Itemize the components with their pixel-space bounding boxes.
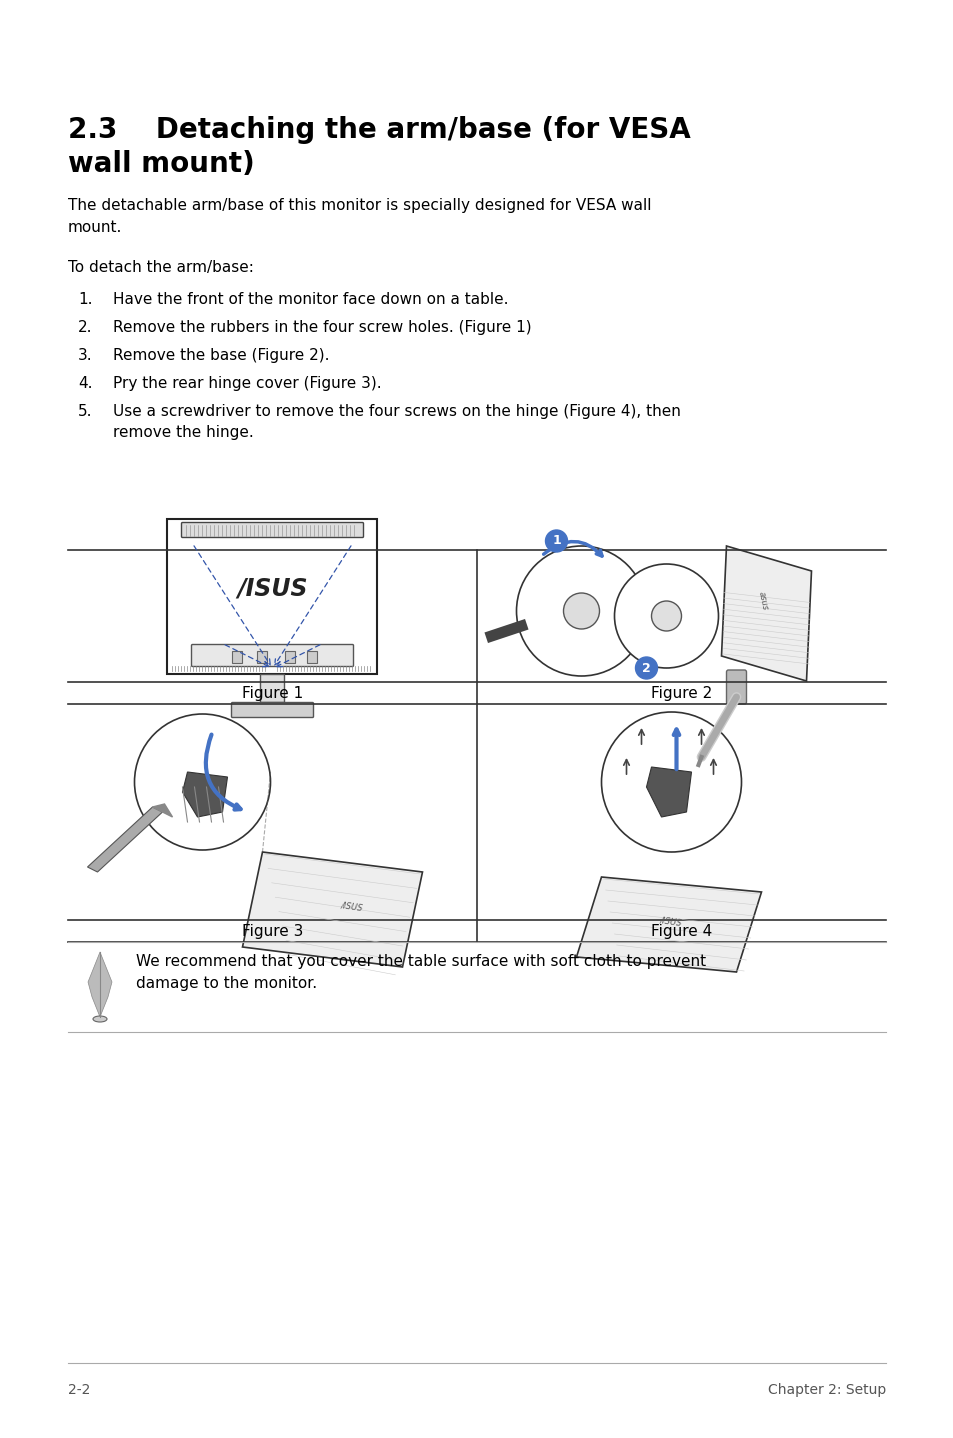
- Text: Figure 2: Figure 2: [650, 686, 711, 700]
- Text: 2-2: 2-2: [68, 1383, 91, 1396]
- Text: 4.: 4.: [78, 375, 92, 391]
- Polygon shape: [88, 807, 162, 871]
- Text: Figure 3: Figure 3: [241, 925, 303, 939]
- Bar: [260, 673, 284, 702]
- FancyBboxPatch shape: [232, 703, 314, 718]
- Polygon shape: [576, 877, 760, 972]
- Text: /ISUS: /ISUS: [340, 902, 364, 913]
- Polygon shape: [152, 804, 172, 817]
- Text: Chapter 2: Setup: Chapter 2: Setup: [767, 1383, 885, 1396]
- Text: The detachable arm/base of this monitor is specially designed for VESA wall
moun: The detachable arm/base of this monitor …: [68, 198, 651, 234]
- Polygon shape: [88, 952, 112, 1017]
- Text: Pry the rear hinge cover (Figure 3).: Pry the rear hinge cover (Figure 3).: [112, 375, 381, 391]
- Text: wall mount): wall mount): [68, 150, 254, 178]
- Text: 1.: 1.: [78, 292, 92, 306]
- Bar: [307, 650, 317, 663]
- Text: 1: 1: [552, 535, 560, 548]
- Text: /ISUS: /ISUS: [659, 916, 682, 928]
- Circle shape: [635, 657, 657, 679]
- Circle shape: [601, 712, 740, 851]
- Text: 2.3    Detaching the arm/base (for VESA: 2.3 Detaching the arm/base (for VESA: [68, 116, 690, 144]
- Polygon shape: [646, 766, 691, 817]
- Polygon shape: [242, 851, 422, 966]
- Ellipse shape: [92, 1017, 107, 1022]
- Bar: [168, 519, 377, 673]
- Text: Figure 1: Figure 1: [242, 686, 303, 700]
- Text: Remove the base (Figure 2).: Remove the base (Figure 2).: [112, 348, 329, 362]
- Circle shape: [651, 601, 680, 631]
- Text: Have the front of the monitor face down on a table.: Have the front of the monitor face down …: [112, 292, 508, 306]
- Text: asus: asus: [757, 591, 769, 611]
- Circle shape: [516, 546, 646, 676]
- Text: 5.: 5.: [78, 404, 92, 418]
- Text: To detach the arm/base:: To detach the arm/base:: [68, 260, 253, 275]
- Polygon shape: [182, 772, 227, 817]
- Text: /ISUS: /ISUS: [237, 577, 308, 600]
- Text: We recommend that you cover the table surface with soft cloth to prevent
damage : We recommend that you cover the table su…: [136, 953, 705, 991]
- Circle shape: [134, 715, 271, 850]
- Text: 2.: 2.: [78, 321, 92, 335]
- Text: Remove the rubbers in the four screw holes. (Figure 1): Remove the rubbers in the four screw hol…: [112, 321, 531, 335]
- Text: Figure 4: Figure 4: [650, 925, 711, 939]
- FancyBboxPatch shape: [726, 670, 745, 705]
- Bar: [257, 650, 267, 663]
- Bar: [233, 650, 242, 663]
- Circle shape: [563, 592, 598, 628]
- Text: 3.: 3.: [78, 348, 92, 362]
- Circle shape: [545, 531, 567, 552]
- Circle shape: [614, 564, 718, 669]
- FancyBboxPatch shape: [192, 644, 354, 666]
- Text: 2: 2: [641, 661, 650, 674]
- FancyBboxPatch shape: [181, 522, 363, 538]
- Bar: [285, 650, 295, 663]
- Text: Use a screwdriver to remove the four screws on the hinge (Figure 4), then
remove: Use a screwdriver to remove the four scr…: [112, 404, 680, 440]
- Polygon shape: [720, 546, 811, 682]
